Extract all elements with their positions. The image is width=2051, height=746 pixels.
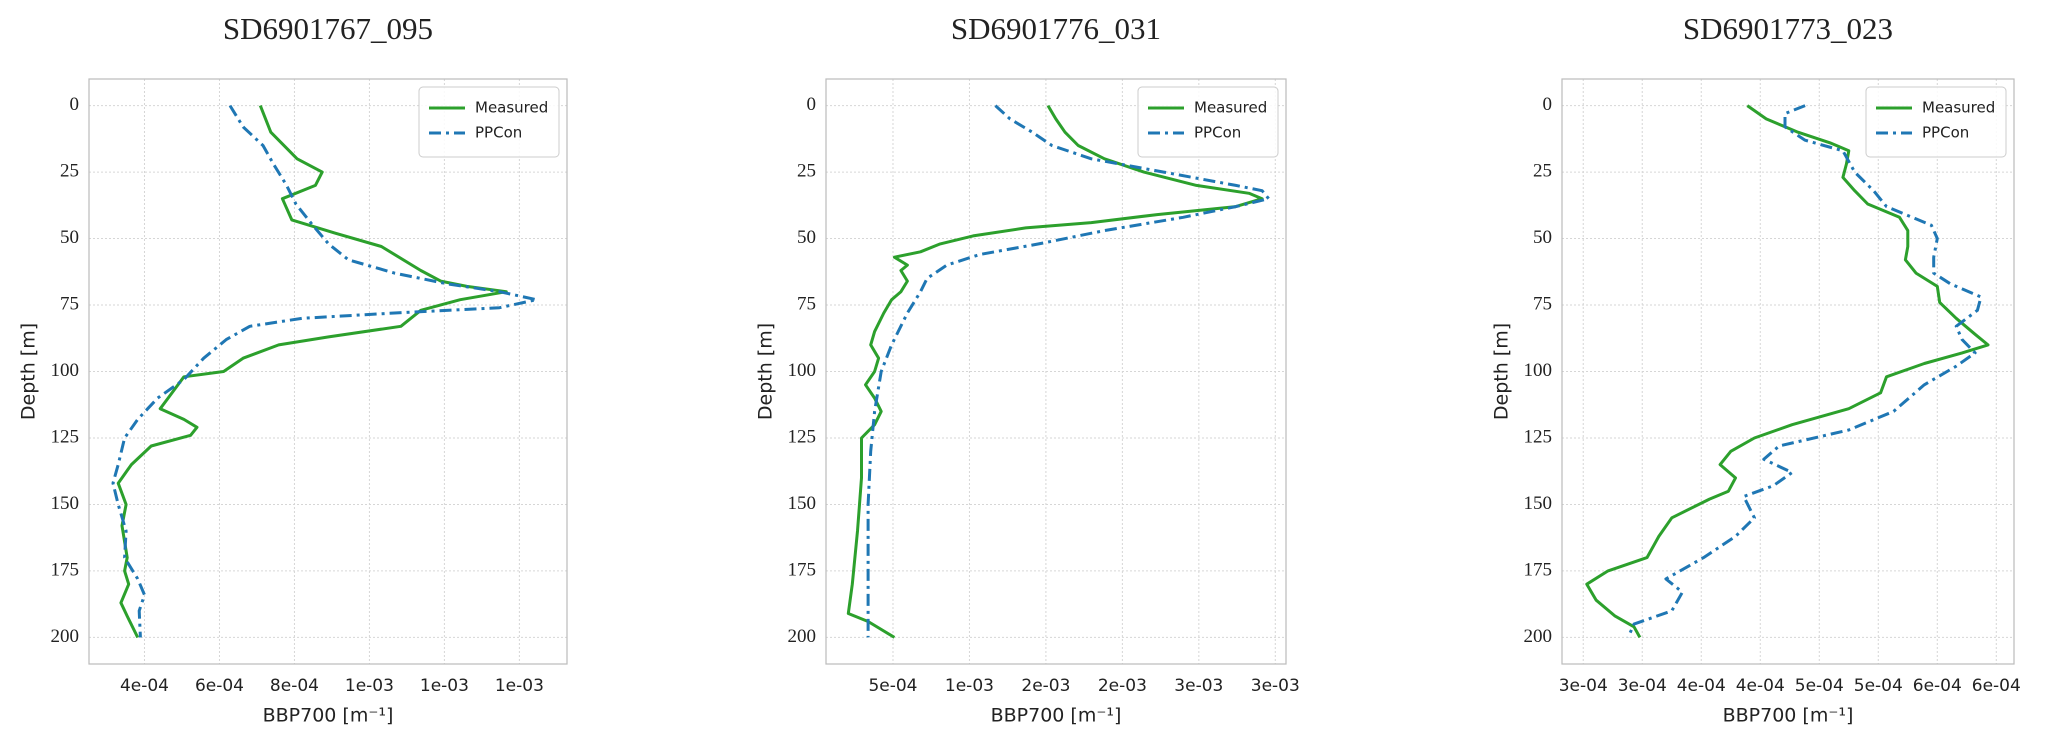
x-axis-label: BBP700 [m⁻¹] [991,705,1122,727]
legend-box [1137,86,1279,158]
y-tick-label: 150 [51,493,80,514]
x-tick-label: 3e-03 [1251,676,1300,696]
y-tick-label: 150 [1524,493,1553,514]
x-tick-label: 5e-04 [1795,676,1844,696]
x-tick-label: 5e-04 [868,676,917,696]
y-tick-label: 75 [797,293,816,314]
x-axis-label: BBP700 [m⁻¹] [263,705,394,727]
y-tick-label: 50 [60,227,79,248]
y-tick-label: 25 [60,160,79,181]
x-tick-label: 2e-03 [1098,676,1147,696]
x-tick-label: 1e-03 [420,676,469,696]
y-tick-label: 100 [51,360,80,381]
x-axis-label: BBP700 [m⁻¹] [1723,705,1854,727]
chart-title: SD6901776_031 [951,11,1161,46]
y-axis-label: Depth [m] [18,323,40,420]
y-tick-label: 175 [788,559,817,580]
y-tick-label: 0 [70,94,80,115]
chart-title: SD6901773_023 [1683,11,1893,46]
x-tick-label: 4e-04 [1677,676,1726,696]
y-tick-label: 200 [1524,626,1553,647]
y-tick-label: 50 [1533,227,1552,248]
plot-frame [88,78,568,665]
x-tick-label: 4e-04 [1736,676,1785,696]
x-tick-label: 6e-04 [195,676,244,696]
data-line [846,104,1264,639]
x-tick-label: 3e-04 [1559,676,1608,696]
x-tick-label: 3e-03 [1174,676,1223,696]
y-tick-label: 100 [788,360,817,381]
legend-label: Measured [475,99,548,117]
x-tick-label: 5e-04 [1854,676,1903,696]
x-tick-label: 4e-04 [120,676,169,696]
legend-box [418,86,560,158]
x-tick-label: 8e-04 [270,676,319,696]
y-tick-label: 25 [1533,160,1552,181]
y-tick-label: 125 [788,426,817,447]
y-tick-label: 75 [60,293,79,314]
legend-label: PPCon [1194,124,1241,142]
legend-label: PPCon [1922,124,1969,142]
y-tick-label: 175 [51,559,80,580]
x-tick-label: 2e-03 [1021,676,1070,696]
x-tick-label: 3e-04 [1618,676,1667,696]
y-tick-label: 125 [51,426,80,447]
x-tick-label: 1e-03 [345,676,394,696]
y-tick-label: 200 [51,626,80,647]
y-tick-label: 50 [797,227,816,248]
data-line [1626,104,1983,639]
x-tick-label: 6e-04 [1972,676,2021,696]
y-tick-label: 100 [1524,360,1553,381]
plot-frame [1561,78,2015,665]
y-axis-label: Depth [m] [755,323,777,420]
legend-label: Measured [1922,99,1995,117]
y-tick-label: 175 [1524,559,1553,580]
legend-label: PPCon [475,124,522,142]
y-tick-label: 0 [1543,94,1553,115]
data-line [116,105,508,639]
x-tick-label: 6e-04 [1913,676,1962,696]
data-line [866,104,1271,638]
data-line [111,104,539,638]
y-tick-label: 0 [807,94,817,115]
y-tick-label: 125 [1524,426,1553,447]
x-tick-label: 1e-03 [495,676,544,696]
x-tick-label: 1e-03 [945,676,994,696]
legend-box [1865,86,2007,158]
data-line [1585,104,1990,639]
plot-frame [825,78,1287,665]
chart-title: SD6901767_095 [223,11,433,46]
y-axis-label: Depth [m] [1491,323,1513,420]
y-tick-label: 25 [797,160,816,181]
y-tick-label: 200 [788,626,817,647]
legend-label: Measured [1194,99,1267,117]
y-tick-label: 150 [788,493,817,514]
y-tick-label: 75 [1533,293,1552,314]
